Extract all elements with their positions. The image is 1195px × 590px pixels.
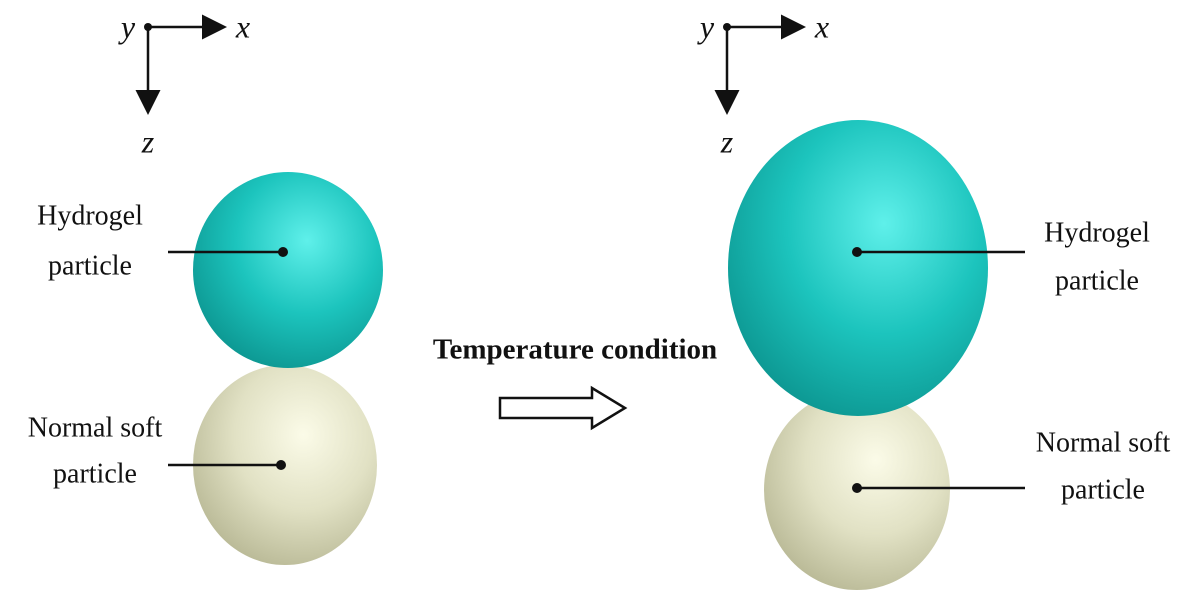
label-line: Normal soft	[28, 412, 163, 443]
origin-dot	[144, 23, 152, 31]
z-axis-label: z	[141, 123, 155, 159]
x-axis-label: x	[814, 8, 829, 44]
transition-label: Temperature condition	[433, 334, 717, 366]
leader-dot	[852, 483, 862, 493]
x-axis-label: x	[235, 8, 250, 44]
y-axis-label: y	[697, 8, 715, 44]
leader-dot	[276, 460, 286, 470]
transition: Temperature condition	[433, 334, 717, 431]
y-axis-label: y	[118, 8, 136, 44]
label-line: particle	[1055, 265, 1139, 296]
label-line: particle	[48, 250, 132, 281]
label-line: particle	[53, 458, 137, 489]
hydrogel-particle	[193, 172, 383, 368]
leader-dot	[852, 247, 862, 257]
leader-dot	[278, 247, 288, 257]
left-panel: y x z Hydrogel particle Normal soft part…	[28, 8, 383, 565]
origin-dot	[723, 23, 731, 31]
label-line: Hydrogel	[1044, 217, 1150, 248]
label-line: Normal soft	[1036, 427, 1171, 458]
hydrogel-particle	[728, 120, 988, 416]
right-panel: y x z Hydrogel particle Normal soft part…	[697, 8, 1171, 590]
label-line: particle	[1061, 474, 1145, 505]
label-line: Hydrogel	[37, 200, 143, 231]
z-axis-label: z	[720, 123, 734, 159]
hollow-arrow	[498, 385, 628, 431]
